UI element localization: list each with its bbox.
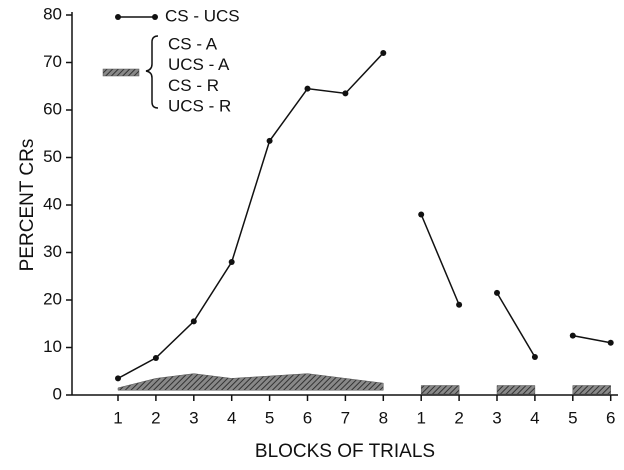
data-point (456, 301, 463, 308)
x-tick-label: 6 (606, 408, 615, 427)
legend-label: CS - UCS (165, 6, 240, 25)
y-tick-label: 60 (43, 99, 62, 118)
legend-brace (145, 35, 159, 109)
x-tick-label: 2 (454, 408, 463, 427)
y-tick-label: 40 (43, 194, 62, 213)
y-tick-label: 0 (53, 384, 62, 403)
x-tick-label: 7 (341, 408, 350, 427)
data-point (380, 50, 387, 56)
x-tick-label: 6 (303, 408, 312, 427)
series-line (572, 334, 611, 344)
shaded-area (572, 385, 611, 395)
series-line (420, 214, 460, 306)
y-tick-label: 20 (43, 289, 62, 308)
legend-label: CS - R (168, 76, 219, 95)
legend-point (152, 14, 158, 20)
y-tick-label: 80 (43, 4, 62, 23)
data-point (304, 85, 311, 92)
data-point (266, 137, 273, 144)
data-point (152, 354, 159, 361)
legend-label: UCS - R (168, 97, 231, 116)
x-tick-label: 8 (379, 408, 388, 427)
x-tick-label: 3 (492, 408, 501, 427)
x-tick-label: 1 (416, 408, 425, 427)
series-line (117, 52, 384, 380)
shaded-area (420, 385, 460, 395)
data-point (607, 339, 614, 346)
y-tick-label: 10 (43, 337, 62, 356)
y-tick-label: 30 (43, 242, 62, 261)
shaded-area (496, 385, 536, 395)
data-point (115, 375, 121, 382)
data-point (342, 90, 349, 97)
x-tick-label: 5 (265, 408, 274, 427)
legend-label: CS - A (168, 34, 218, 53)
data-point (418, 211, 425, 218)
data-point (569, 332, 576, 339)
data-point (494, 289, 500, 296)
data-point (531, 354, 538, 360)
x-tick-label: 5 (568, 408, 577, 427)
data-point (190, 318, 197, 325)
x-axis-label: BLOCKS OF TRIALS (255, 441, 435, 462)
y-tick-label: 50 (43, 147, 62, 166)
y-axis-label: PERCENT CRs (17, 139, 38, 272)
y-tick-label: 70 (43, 52, 62, 71)
legend-swatch (102, 68, 140, 77)
x-tick-label: 4 (227, 408, 236, 427)
x-tick-label: 1 (113, 408, 122, 427)
x-tick-label: 4 (530, 408, 539, 427)
legend-label: UCS - A (168, 55, 230, 74)
x-tick-label: 2 (151, 408, 160, 427)
shaded-area (117, 373, 384, 391)
series-line (496, 292, 536, 358)
legend-point (115, 14, 121, 20)
x-tick-label: 3 (189, 408, 198, 427)
data-point (228, 259, 235, 265)
